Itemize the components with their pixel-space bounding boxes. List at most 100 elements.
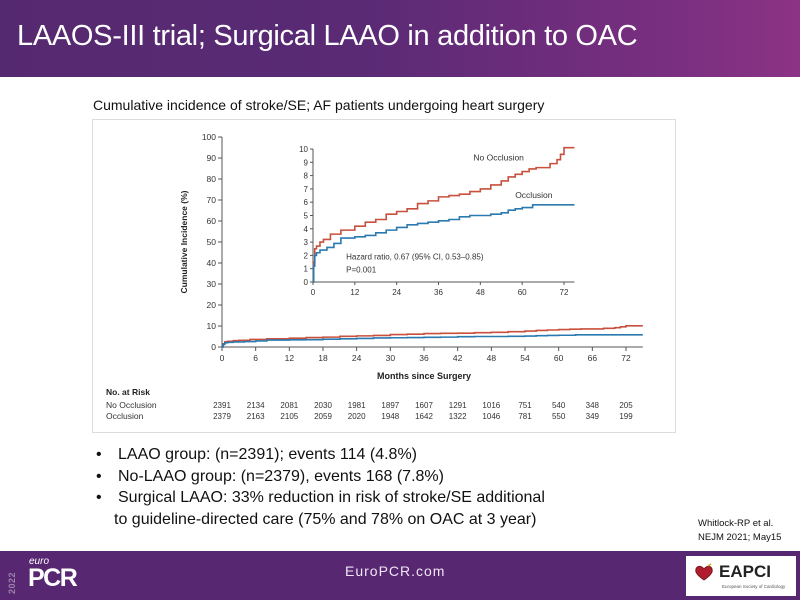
footer-bar [0, 551, 800, 600]
bullet-text: LAAO group: (n=2391); events 114 (4.8%) [118, 446, 417, 463]
legend-no-occlusion: No Occlusion [473, 153, 524, 163]
x-tick-label: 0 [220, 353, 225, 363]
risk-table-cell: 205 [619, 401, 633, 410]
x-tick-label: 6 [253, 353, 258, 363]
x-tick-label: 12 [285, 353, 295, 363]
risk-table-row-label: No Occlusion [106, 400, 157, 410]
inset-y-tick-label: 6 [304, 198, 309, 207]
main-series-occlusion [222, 334, 643, 348]
risk-table-cell: 1948 [381, 412, 399, 421]
x-tick-label: 72 [621, 353, 631, 363]
bullet-text: Surgical LAAO: 33% reduction in risk of … [118, 489, 545, 506]
risk-table-cell: 1897 [381, 401, 399, 410]
risk-table-cell: 2391 [213, 401, 231, 410]
inset-x-tick-label: 12 [350, 288, 359, 297]
inset-x-tick-label: 60 [518, 288, 527, 297]
risk-table-cell: 540 [552, 401, 566, 410]
header-bar: LAAOS-III trial; Surgical LAAO in additi… [0, 0, 800, 77]
bullet-glyph: • [96, 489, 102, 506]
inset-y-tick-label: 4 [304, 225, 309, 234]
heart-icon [695, 563, 713, 581]
y-tick-label: 80 [207, 174, 217, 184]
y-tick-label: 100 [202, 132, 216, 142]
risk-table-cell: 2105 [280, 412, 298, 421]
inset-y-tick-label: 3 [304, 238, 309, 247]
bullet-glyph: • [96, 446, 102, 463]
reference: Whitlock-RP et al. NEJM 2021; May15 [698, 517, 781, 545]
x-tick-label: 54 [520, 353, 530, 363]
hazard-ratio-annotation: Hazard ratio, 0.67 (95% CI, 0.53–0.85) [346, 253, 484, 262]
risk-table-cell: 348 [586, 401, 600, 410]
inset-series-occlusion [312, 204, 575, 283]
y-axis-label: Cumulative Incidence (%) [179, 190, 189, 293]
x-tick-label: 24 [352, 353, 362, 363]
risk-table-cell: 2379 [213, 412, 231, 421]
footer-url-link[interactable]: EuroPCR.com [345, 563, 446, 579]
risk-table-cell: 1046 [482, 412, 500, 421]
inset-y-tick-label: 10 [299, 145, 308, 154]
risk-table-cell: 1291 [449, 401, 467, 410]
y-tick-label: 0 [211, 342, 216, 352]
inset-y-tick-label: 7 [304, 185, 309, 194]
risk-table-cell: 2020 [348, 412, 366, 421]
inset-y-tick-label: 2 [304, 251, 309, 260]
bullet-continuation: to guideline-directed care (75% and 78% … [96, 509, 545, 531]
risk-table-cell: 1016 [482, 401, 500, 410]
main-series-no-occlusion [222, 324, 643, 348]
x-tick-label: 30 [386, 353, 396, 363]
slide-title: LAAOS-III trial; Surgical LAAO in additi… [17, 20, 638, 52]
reference-line-1: Whitlock-RP et al. [698, 518, 774, 529]
risk-table-row-label: Occlusion [106, 411, 144, 421]
risk-table-cell: 1981 [348, 401, 366, 410]
risk-table-cell: 751 [518, 401, 532, 410]
bullet-item: • LAAO group: (n=2391); events 114 (4.8%… [96, 444, 545, 466]
risk-table-cell: 1607 [415, 401, 433, 410]
p-value-annotation: P=0.001 [346, 265, 377, 274]
eapci-logo: EAPCI European Society of Cardiology [686, 556, 796, 596]
inset-x-tick-label: 0 [311, 288, 316, 297]
logo-euro: euro [29, 556, 50, 567]
inset-y-tick-label: 1 [304, 265, 309, 274]
inset-x-tick-label: 36 [434, 288, 443, 297]
europcr-logo: PCR [28, 564, 78, 592]
inset-y-tick-label: 8 [304, 172, 309, 181]
risk-table-cell: 550 [552, 412, 566, 421]
inset-y-tick-label: 0 [304, 278, 309, 287]
bullet-text: No-LAAO group: (n=2379), events 168 (7.8… [118, 467, 444, 485]
logo-year: 2022 [7, 571, 17, 594]
reference-line-2: NEJM 2021; May15 [698, 532, 782, 543]
bullet-text: to guideline-directed care (75% and 78% … [114, 510, 537, 528]
y-tick-label: 60 [207, 216, 217, 226]
chart-figure: 0 10 20 30 40 50 60 70 80 90 100 0 6 12 18 24 30 36 42 48 54… [92, 119, 676, 433]
y-tick-label: 10 [207, 321, 217, 331]
x-tick-label: 60 [554, 353, 564, 363]
risk-table-cell: 349 [586, 412, 600, 421]
y-tick-label: 90 [207, 153, 217, 163]
inset-y-tick-label: 5 [304, 212, 309, 221]
y-tick-label: 30 [207, 279, 217, 289]
risk-table-cell: 781 [518, 412, 532, 421]
x-tick-label: 18 [318, 353, 328, 363]
risk-table-cell: 2059 [314, 412, 332, 421]
y-tick-label: 70 [207, 195, 217, 205]
esc-text: European Society of Cardiology [722, 584, 786, 589]
inset-x-tick-label: 48 [476, 288, 485, 297]
risk-table-cell: 199 [619, 412, 633, 421]
x-tick-label: 42 [453, 353, 463, 363]
inset-x-tick-label: 24 [392, 288, 401, 297]
legend-occlusion: Occlusion [515, 190, 553, 200]
risk-table-cell: 1642 [415, 412, 433, 421]
risk-table-cell: 2030 [314, 401, 332, 410]
y-tick-label: 20 [207, 300, 217, 310]
risk-table-cell: 2163 [247, 412, 265, 421]
inset-series-no-occlusion [312, 146, 575, 283]
x-axis-label: Months since Surgery [377, 371, 471, 381]
inset-y-tick-label: 9 [304, 158, 309, 167]
risk-table-cell: 1322 [449, 412, 467, 421]
bullet-item: • Surgical LAAO: 33% reduction in risk o… [96, 487, 545, 509]
bullet-glyph: • [96, 467, 102, 485]
x-tick-label: 36 [419, 353, 429, 363]
y-tick-label: 40 [207, 258, 217, 268]
